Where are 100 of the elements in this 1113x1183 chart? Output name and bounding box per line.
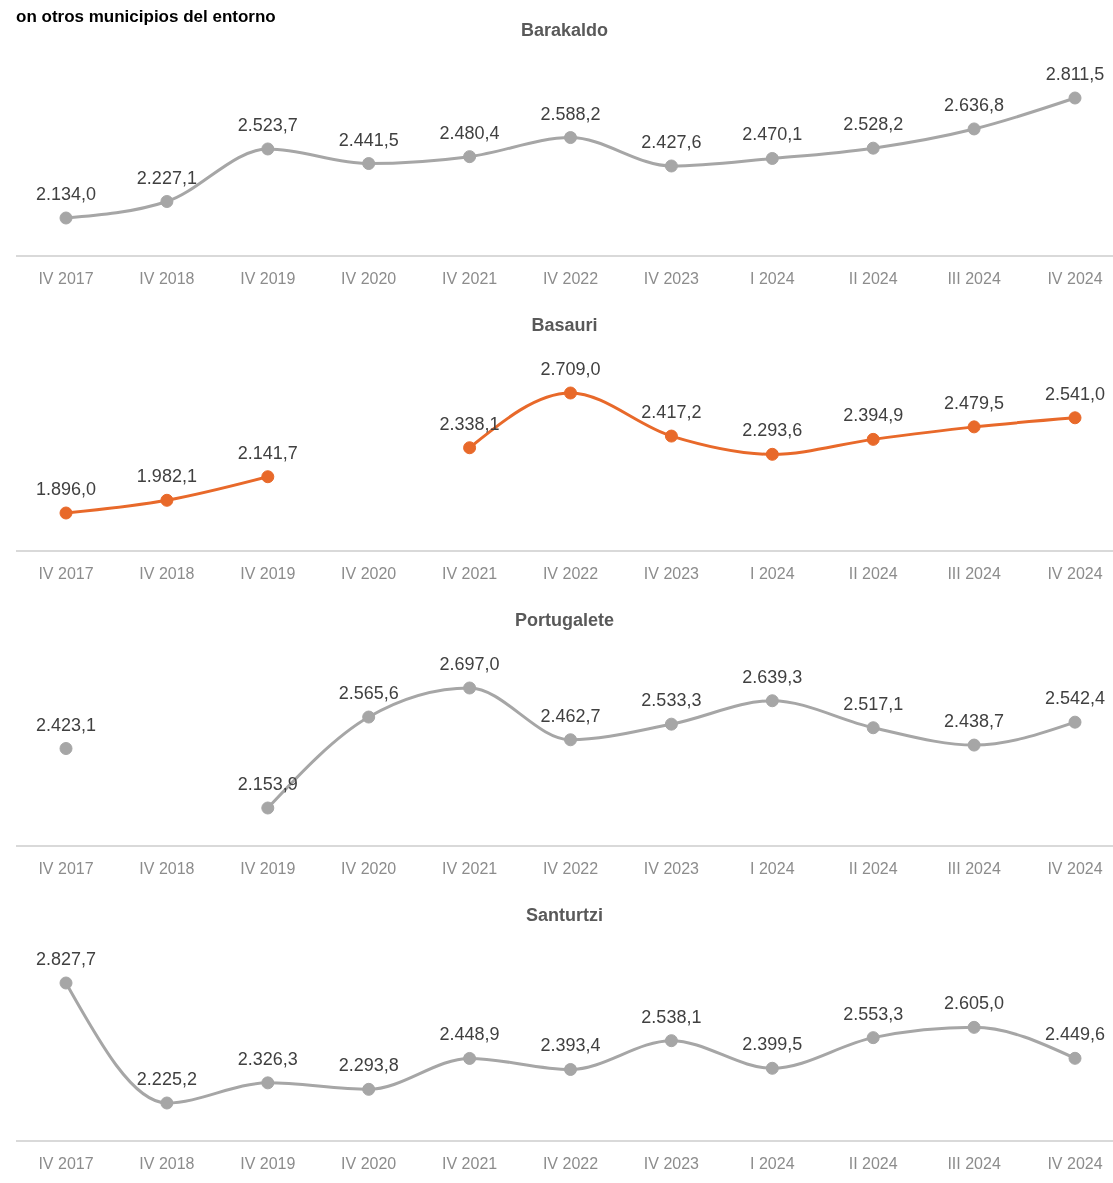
x-tick-label: I 2024 — [750, 270, 795, 287]
point — [1068, 1051, 1082, 1065]
x-tick-label: IV 2024 — [1047, 270, 1103, 287]
data-label: 2.538,1 — [641, 1006, 702, 1027]
data-label: 2.553,3 — [843, 1003, 904, 1024]
data-label: 2.636,8 — [944, 94, 1005, 115]
data-label: 2.588,2 — [540, 103, 601, 124]
x-tick-label: IV 2023 — [643, 1155, 700, 1172]
data-label: 2.523,7 — [237, 114, 298, 135]
x-tick-label: IV 2022 — [542, 860, 599, 877]
point — [463, 1051, 477, 1065]
x-tick-label: IV 2023 — [643, 565, 700, 582]
data-label: 2.565,6 — [338, 683, 399, 704]
x-tick-label: IV 2021 — [442, 1155, 498, 1172]
point — [261, 470, 275, 484]
data-label: 2.470,1 — [742, 124, 803, 145]
x-tick-label: II 2024 — [848, 565, 898, 582]
data-label: 2.225,2 — [136, 1069, 197, 1089]
point — [967, 122, 981, 136]
x-tick-label: IV 2017 — [38, 565, 94, 582]
data-label: 2.542,4 — [1044, 688, 1106, 709]
point — [765, 447, 779, 461]
x-tick-label: IV 2018 — [139, 1155, 195, 1172]
x-tick-label: IV 2024 — [1047, 565, 1103, 582]
x-tick-label: IV 2021 — [442, 860, 498, 877]
x-tick-label: IV 2017 — [38, 860, 94, 877]
x-tick-label: IV 2018 — [139, 270, 195, 287]
point — [967, 420, 981, 434]
data-label: 2.462,7 — [540, 705, 601, 726]
data-label: 2.417,2 — [641, 402, 702, 423]
chart-title: Portugalete — [514, 610, 615, 630]
point — [261, 801, 275, 815]
point — [261, 142, 275, 156]
x-tick-label: I 2024 — [750, 860, 795, 877]
data-label: 1.896,0 — [35, 479, 97, 499]
point — [160, 195, 174, 209]
point — [866, 432, 880, 446]
x-tick-label: III 2024 — [947, 270, 1001, 287]
data-label: 2.697,0 — [439, 654, 500, 674]
point — [765, 1061, 779, 1075]
x-tick-label: II 2024 — [848, 860, 898, 877]
data-label: 2.605,0 — [944, 993, 1005, 1014]
data-label: 2.427,6 — [641, 132, 702, 152]
point — [967, 1020, 981, 1034]
data-label: 2.517,1 — [843, 693, 904, 714]
x-tick-label: IV 2019 — [240, 270, 296, 287]
point — [463, 150, 477, 164]
data-label: 2.709,0 — [540, 359, 601, 379]
point — [261, 1076, 275, 1090]
data-label: 2.134,0 — [35, 184, 97, 204]
text: on otros municipios del entorno — [16, 7, 276, 26]
x-tick-label: IV 2023 — [643, 860, 700, 877]
data-label: 2.393,4 — [540, 1035, 601, 1056]
chart-title: Santurtzi — [525, 905, 604, 925]
x-tick-label: IV 2022 — [542, 565, 599, 582]
x-tick-label: IV 2020 — [341, 565, 397, 582]
x-tick-label: II 2024 — [848, 270, 898, 287]
data-label: 2.480,4 — [439, 122, 500, 143]
x-tick-label: IV 2022 — [542, 270, 599, 287]
point — [463, 681, 477, 695]
point — [362, 1082, 376, 1096]
data-label: 2.533,3 — [641, 690, 702, 711]
data-label: 2.811,5 — [1045, 64, 1105, 84]
point — [866, 141, 880, 155]
data-label: 2.639,3 — [742, 666, 803, 687]
x-tick-label: IV 2022 — [542, 1155, 599, 1172]
x-tick-label: IV 2021 — [442, 565, 498, 582]
x-tick-label: IV 2019 — [240, 565, 296, 582]
data-label: 2.423,1 — [35, 714, 97, 735]
data-label: 1.982,1 — [136, 466, 197, 487]
point — [362, 157, 376, 171]
point — [362, 710, 376, 724]
x-tick-label: IV 2020 — [341, 1155, 397, 1172]
x-tick-label: IV 2017 — [38, 1155, 94, 1172]
x-tick-label: III 2024 — [947, 1155, 1001, 1172]
data-label: 2.541,0 — [1044, 383, 1106, 404]
data-label: 2.438,7 — [944, 711, 1005, 732]
x-tick-label: IV 2020 — [341, 860, 397, 877]
data-label: 2.338,1 — [439, 413, 500, 434]
data-label: 2.441,5 — [338, 129, 399, 150]
x-tick-label: IV 2018 — [139, 565, 195, 582]
x-tick-label: IV 2020 — [341, 270, 397, 287]
x-tick-label: IV 2023 — [643, 270, 700, 287]
point — [59, 506, 73, 520]
data-label: 2.448,9 — [439, 1024, 500, 1045]
x-tick-label: IV 2021 — [442, 270, 498, 287]
chart-title: Basauri — [531, 315, 598, 335]
point — [866, 1031, 880, 1045]
point — [664, 429, 678, 443]
point — [564, 733, 577, 747]
data-label: 2.141,7 — [237, 442, 298, 463]
point — [160, 1096, 174, 1110]
x-tick-label: IV 2019 — [240, 1155, 296, 1172]
x-tick-label: IV 2024 — [1047, 1155, 1103, 1172]
point — [59, 742, 73, 756]
x-tick-label: III 2024 — [947, 860, 1001, 877]
data-label: 2.293,8 — [338, 1055, 399, 1076]
data-label: 2.326,3 — [237, 1048, 298, 1069]
data-label: 2.528,2 — [843, 114, 904, 135]
data-label: 2.394,9 — [843, 405, 904, 426]
